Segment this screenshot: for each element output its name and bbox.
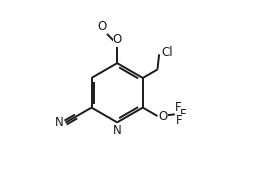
Text: O: O xyxy=(158,110,167,123)
Text: N: N xyxy=(113,124,122,137)
Text: O: O xyxy=(112,33,122,46)
Text: F: F xyxy=(175,101,182,114)
Text: O: O xyxy=(98,20,107,33)
Text: F: F xyxy=(176,114,183,127)
Text: F: F xyxy=(180,108,187,121)
Text: Cl: Cl xyxy=(162,46,173,59)
Text: N: N xyxy=(55,116,64,129)
